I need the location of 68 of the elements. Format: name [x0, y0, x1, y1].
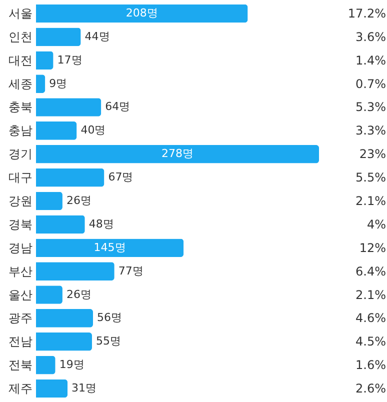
bar	[36, 4, 248, 23]
data-label: 278명	[162, 147, 194, 160]
y-tick-label: 전남	[8, 334, 32, 349]
bar	[36, 215, 85, 234]
data-label: 208명	[126, 6, 158, 20]
bar	[36, 192, 62, 210]
text: 1.6%	[356, 358, 386, 372]
data-label: 44명	[84, 30, 110, 43]
data-label: 19명	[59, 358, 84, 372]
bar	[36, 286, 62, 304]
text: 5.5%	[356, 170, 386, 185]
data-label: 26명	[66, 288, 92, 301]
y-tick-label: 경남	[8, 240, 32, 255]
data-label: 40명	[80, 124, 106, 137]
y-tick-label: 서울	[8, 6, 32, 20]
bar	[36, 144, 319, 164]
y-tick-label: 전북	[8, 358, 32, 372]
text: 0.7%	[356, 76, 386, 91]
y-tick-label: 인천	[8, 30, 32, 44]
y-tick-label: 제주	[8, 382, 32, 396]
y-tick-label: 강원	[8, 194, 32, 208]
data-label: 31명	[72, 382, 97, 395]
y-tick-label: 광주	[8, 311, 32, 326]
y-tick-label: 충남	[8, 124, 32, 138]
data-label: 67명	[108, 170, 134, 184]
data-label: 77명	[118, 264, 144, 278]
bar	[36, 122, 77, 140]
data-label: 48명	[88, 217, 114, 230]
text: 2.6%	[356, 382, 386, 396]
bar	[36, 98, 102, 116]
data-label: 17명	[57, 53, 82, 66]
data-label: 55명	[96, 334, 121, 348]
text: 3.3%	[356, 124, 386, 138]
data-label: 64명	[105, 100, 130, 114]
y-tick-label: 울산	[8, 288, 32, 302]
bar	[36, 28, 81, 46]
y-tick-label: 충북	[8, 100, 32, 114]
text: 1.4%	[356, 53, 386, 68]
data-label: 9명	[49, 76, 68, 90]
text: 4.5%	[356, 334, 386, 349]
text: 4.6%	[356, 311, 386, 326]
bar	[36, 262, 114, 280]
bar	[36, 309, 94, 328]
text: 6.4%	[356, 264, 386, 278]
text: 3.6%	[356, 30, 386, 44]
bar	[36, 168, 104, 187]
text: 2.1%	[356, 288, 386, 302]
text: 17.2%	[348, 6, 386, 20]
text: 4%	[366, 217, 386, 232]
bar	[36, 332, 92, 351]
y-tick-label: 대전	[8, 53, 32, 68]
text: 12%	[359, 240, 386, 255]
data-label: 56명	[97, 311, 122, 324]
bar	[36, 356, 56, 374]
y-tick-label: 경기	[8, 147, 32, 162]
bar	[36, 51, 54, 70]
y-tick-label: 대구	[8, 170, 32, 185]
y-tick-label: 세종	[8, 76, 32, 91]
bar	[36, 74, 46, 93]
y-tick-label: 부산	[8, 264, 32, 278]
bar	[36, 379, 68, 398]
text: 2.1%	[356, 194, 386, 208]
data-label: 145명	[94, 240, 126, 254]
y-tick-label: 경북	[8, 217, 32, 232]
text: 23%	[359, 147, 386, 162]
bar	[36, 238, 184, 258]
text: 5.3%	[356, 100, 386, 114]
data-label: 26명	[66, 194, 92, 207]
